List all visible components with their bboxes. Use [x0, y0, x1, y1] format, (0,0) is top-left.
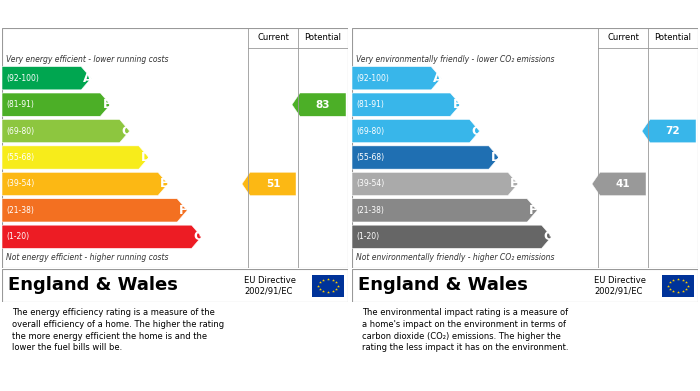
Text: Current: Current — [607, 34, 639, 43]
Text: G: G — [194, 230, 204, 243]
Text: (92-100): (92-100) — [6, 74, 39, 83]
Polygon shape — [2, 225, 202, 248]
Text: G: G — [544, 230, 554, 243]
Polygon shape — [592, 172, 646, 196]
Text: (69-80): (69-80) — [6, 127, 34, 136]
Text: (39-54): (39-54) — [6, 179, 34, 188]
Polygon shape — [642, 119, 696, 143]
Text: (92-100): (92-100) — [356, 74, 389, 83]
Text: England & Wales: England & Wales — [358, 276, 528, 294]
Text: (55-68): (55-68) — [356, 153, 384, 162]
Polygon shape — [2, 93, 111, 116]
Text: (21-38): (21-38) — [356, 206, 384, 215]
Text: 41: 41 — [616, 179, 630, 189]
Polygon shape — [2, 199, 187, 222]
Text: B: B — [452, 98, 462, 111]
Text: England & Wales: England & Wales — [8, 276, 178, 294]
Text: D: D — [491, 151, 501, 164]
Text: Not environmentally friendly - higher CO₂ emissions: Not environmentally friendly - higher CO… — [356, 253, 554, 262]
Text: The energy efficiency rating is a measure of the
overall efficiency of a home. T: The energy efficiency rating is a measur… — [13, 308, 225, 352]
Text: (69-80): (69-80) — [356, 127, 384, 136]
Text: (81-91): (81-91) — [356, 100, 384, 109]
Text: D: D — [141, 151, 151, 164]
Polygon shape — [352, 146, 499, 169]
Polygon shape — [352, 172, 518, 196]
Text: Environmental Impact (CO₂) Rating: Environmental Impact (CO₂) Rating — [363, 7, 608, 20]
Text: Current: Current — [257, 34, 289, 43]
Text: A: A — [83, 72, 93, 85]
Polygon shape — [2, 119, 130, 143]
Polygon shape — [2, 146, 149, 169]
Text: E: E — [160, 178, 169, 190]
Polygon shape — [292, 93, 346, 116]
Polygon shape — [352, 119, 480, 143]
Polygon shape — [352, 93, 461, 116]
Text: F: F — [529, 204, 538, 217]
Text: (21-38): (21-38) — [6, 206, 34, 215]
Polygon shape — [352, 66, 441, 90]
Text: (81-91): (81-91) — [6, 100, 34, 109]
Text: 83: 83 — [316, 100, 330, 109]
Text: Very energy efficient - lower running costs: Very energy efficient - lower running co… — [6, 55, 169, 64]
Text: C: C — [472, 125, 481, 138]
Text: Potential: Potential — [654, 34, 692, 43]
Text: (1-20): (1-20) — [356, 232, 379, 241]
Text: 72: 72 — [666, 126, 680, 136]
Polygon shape — [242, 172, 296, 196]
Bar — [312, 274, 344, 296]
Polygon shape — [352, 199, 537, 222]
Text: E: E — [510, 178, 519, 190]
Text: Very environmentally friendly - lower CO₂ emissions: Very environmentally friendly - lower CO… — [356, 55, 554, 64]
Text: EU Directive
2002/91/EC: EU Directive 2002/91/EC — [594, 276, 646, 295]
Text: B: B — [102, 98, 112, 111]
Text: A: A — [433, 72, 443, 85]
Text: The environmental impact rating is a measure of
a home's impact on the environme: The environmental impact rating is a mea… — [363, 308, 569, 352]
Text: EU Directive
2002/91/EC: EU Directive 2002/91/EC — [244, 276, 296, 295]
Text: (39-54): (39-54) — [356, 179, 384, 188]
Text: Energy Efficiency Rating: Energy Efficiency Rating — [13, 7, 184, 20]
Text: (55-68): (55-68) — [6, 153, 34, 162]
Bar — [662, 274, 694, 296]
Polygon shape — [2, 66, 91, 90]
Text: Potential: Potential — [304, 34, 342, 43]
Text: C: C — [122, 125, 131, 138]
Polygon shape — [2, 172, 168, 196]
Text: 51: 51 — [266, 179, 280, 189]
Text: (1-20): (1-20) — [6, 232, 29, 241]
Polygon shape — [352, 225, 552, 248]
Text: Not energy efficient - higher running costs: Not energy efficient - higher running co… — [6, 253, 169, 262]
Text: F: F — [179, 204, 188, 217]
